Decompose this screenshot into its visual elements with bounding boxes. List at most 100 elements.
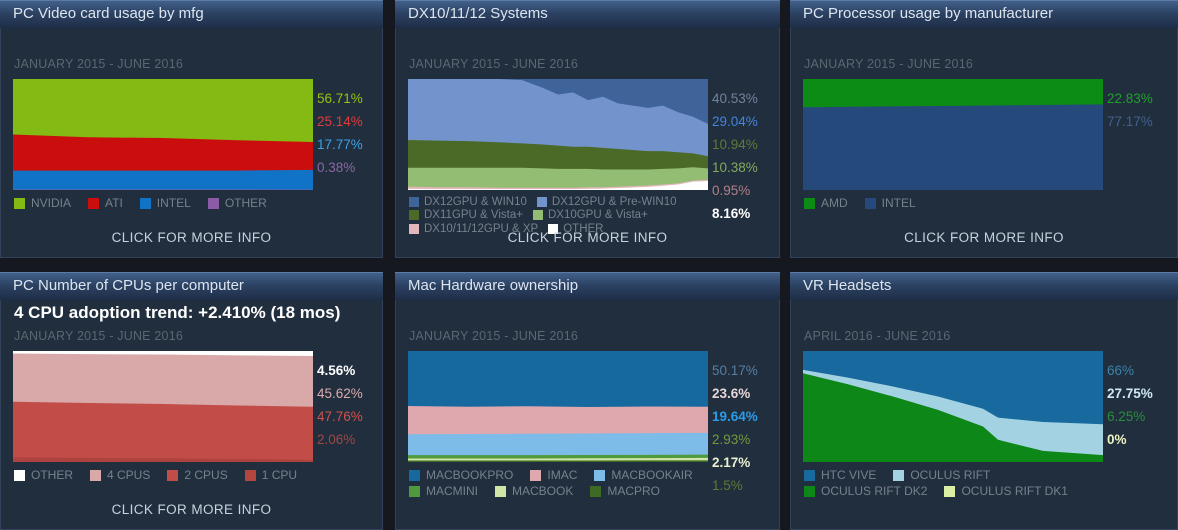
- chart-area-intel: [803, 104, 1103, 190]
- panel-dx-systems[interactable]: DX10/11/12 Systems JANUARY 2015 - JUNE 20…: [395, 0, 780, 258]
- chart-area-intel: [13, 169, 313, 190]
- more-info-link[interactable]: CLICK FOR MORE INFO: [111, 230, 272, 245]
- legend: OTHER 4 CPUS 2 CPUS 1 CPU: [14, 467, 376, 483]
- legend-item: INTEL: [139, 196, 191, 210]
- legend-label: NVIDIA: [31, 196, 72, 210]
- percent-label: 0%: [1107, 432, 1127, 447]
- legend-swatch: [207, 197, 219, 209]
- panel-body: JANUARY 2015 - JUNE 2016 40.53% 29.04% 10.9…: [395, 28, 780, 258]
- legend-label: MACPRO: [607, 484, 661, 498]
- panel-title: PC Processor usage by manufacturer: [790, 0, 1178, 28]
- chart-area-2-cpus: [13, 401, 313, 462]
- chart-area-other: [13, 189, 313, 190]
- percent-label: 66%: [1107, 363, 1135, 378]
- legend-row: DX11GPU & Vista+ DX10GPU & Vista+: [409, 209, 773, 223]
- legend-label: OTHER: [31, 468, 73, 482]
- percent-labels: 40.53% 29.04% 10.94% 10.38% 0.95% 8.16%: [712, 87, 778, 225]
- legend-item: MACBOOKAIR: [594, 468, 693, 482]
- legend-item: 4 CPUS: [90, 468, 150, 482]
- legend-label: OCULUS RIFT DK2: [821, 484, 928, 498]
- legend-swatch: [244, 469, 256, 481]
- legend-item: INTEL: [864, 196, 916, 210]
- legend-item: 2 CPUS: [167, 468, 228, 482]
- legend-label: INTEL: [881, 196, 916, 210]
- chart-area-dx10gpu-vista-: [408, 167, 708, 190]
- legend-label: HTC VIVE: [821, 468, 877, 482]
- legend-row: AMD INTEL: [804, 195, 1171, 211]
- legend-swatch: [409, 469, 420, 481]
- legend-swatch: [548, 223, 559, 234]
- percent-label: 23.6%: [712, 386, 751, 401]
- legend-item: MACBOOKPRO: [409, 468, 513, 482]
- legend: MACBOOKPRO IMAC MACBOOKAIR MACMINI MACBOOK MA…: [409, 467, 773, 499]
- legend-label: 2 CPUS: [184, 468, 228, 482]
- panel-processor-usage[interactable]: PC Processor usage by manufacturer JANUAR…: [790, 0, 1178, 258]
- more-info-link[interactable]: CLICK FOR MORE INFO: [904, 230, 1064, 245]
- legend-label: DX11GPU & Vista+: [424, 209, 523, 222]
- percent-label: 2.17%: [712, 455, 751, 470]
- percent-label: 29.04%: [712, 114, 758, 129]
- stacked-area-chart: [408, 351, 708, 462]
- legend-item: DX10/11/12GPU & XP: [409, 223, 538, 235]
- panel-vr-headsets[interactable]: VR Headsets APRIL 2016 - JUNE 2016 66% 27.7…: [790, 272, 1178, 530]
- percent-label: 56.71%: [317, 91, 363, 106]
- legend-label: DX12GPU & WIN10: [424, 195, 527, 208]
- legend-swatch: [532, 210, 543, 221]
- legend-item: OCULUS RIFT: [893, 468, 990, 482]
- legend-row: MACBOOKPRO IMAC MACBOOKAIR: [409, 467, 773, 483]
- legend-label: DX10/11/12GPU & XP: [424, 222, 539, 235]
- legend: DX12GPU & WIN10 DX12GPU & Pre-WIN10 DX11GP…: [409, 195, 773, 236]
- legend-label: AMD: [821, 196, 848, 210]
- legend-item: OTHER: [548, 223, 603, 235]
- legend-swatch: [594, 469, 606, 481]
- legend-swatch: [536, 196, 547, 207]
- legend-swatch: [409, 210, 419, 221]
- legend-label: OCULUS RIFT: [910, 468, 991, 482]
- panel-mac-hardware[interactable]: Mac Hardware ownership JANUARY 2015 - JUN…: [395, 272, 780, 530]
- chart-area-other: [408, 180, 708, 190]
- legend-swatch: [804, 197, 815, 209]
- legend-label: MACBOOKPRO: [426, 468, 514, 482]
- panel-video-card-usage[interactable]: PC Video card usage by mfg JANUARY 2015 -…: [0, 0, 383, 258]
- panel-body: JANUARY 2015 - JUNE 2016 50.17% 23.6% 19.64…: [395, 300, 780, 530]
- percent-labels: 50.17% 23.6% 19.64% 2.93% 2.17% 1.5%: [712, 359, 778, 497]
- date-range: JANUARY 2015 - JUNE 2016: [804, 57, 974, 71]
- legend-swatch: [14, 197, 25, 209]
- legend-swatch: [495, 485, 506, 497]
- legend-item: OTHER: [14, 468, 73, 482]
- legend-label: OTHER: [224, 196, 267, 210]
- percent-label: 2.93%: [712, 432, 751, 447]
- percent-label: 10.38%: [712, 160, 758, 175]
- more-info-link[interactable]: CLICK FOR MORE INFO: [507, 230, 668, 245]
- legend-label: OTHER: [563, 222, 604, 235]
- percent-label: 0.95%: [712, 183, 751, 198]
- legend-label: DX12GPU & Pre-WIN10: [551, 195, 677, 208]
- percent-label: 17.77%: [317, 137, 363, 152]
- percent-label: 2.06%: [317, 432, 356, 447]
- legend-item: MACMINI: [409, 484, 478, 498]
- percent-label: 77.17%: [1107, 114, 1153, 129]
- legend-row: DX10/11/12GPU & XP OTHER: [409, 222, 773, 236]
- stacked-area-chart: [13, 79, 313, 190]
- date-range: JANUARY 2015 - JUNE 2016: [409, 57, 579, 71]
- more-info-link[interactable]: CLICK FOR MORE INFO: [111, 502, 272, 517]
- percent-labels: 4.56% 45.62% 47.76% 2.06%: [317, 359, 383, 451]
- legend-swatch: [14, 469, 25, 481]
- legend: HTC VIVE OCULUS RIFT OCULUS RIFT DK2 OCULUS…: [804, 467, 1171, 499]
- legend-row: DX12GPU & WIN10 DX12GPU & Pre-WIN10: [409, 195, 773, 209]
- legend-item: AMD: [804, 196, 848, 210]
- legend-swatch: [864, 197, 876, 209]
- legend-item: DX11GPU & Vista+: [409, 209, 523, 221]
- legend-swatch: [139, 197, 151, 209]
- percent-label: 19.64%: [712, 409, 758, 424]
- percent-labels: 56.71% 25.14% 17.77% 0.38%: [317, 87, 383, 179]
- panel-body: 4 CPU adoption trend: +2.410% (18 mos) JA…: [0, 300, 383, 530]
- percent-labels: 66% 27.75% 6.25% 0%: [1107, 359, 1173, 451]
- legend-swatch: [90, 469, 101, 481]
- panel-cpus-per-computer[interactable]: PC Number of CPUs per computer 4 CPU adop…: [0, 272, 383, 530]
- legend-swatch: [409, 223, 419, 234]
- legend-label: IMAC: [547, 468, 578, 482]
- legend-swatch: [893, 469, 905, 481]
- percent-label: 8.16%: [712, 206, 751, 221]
